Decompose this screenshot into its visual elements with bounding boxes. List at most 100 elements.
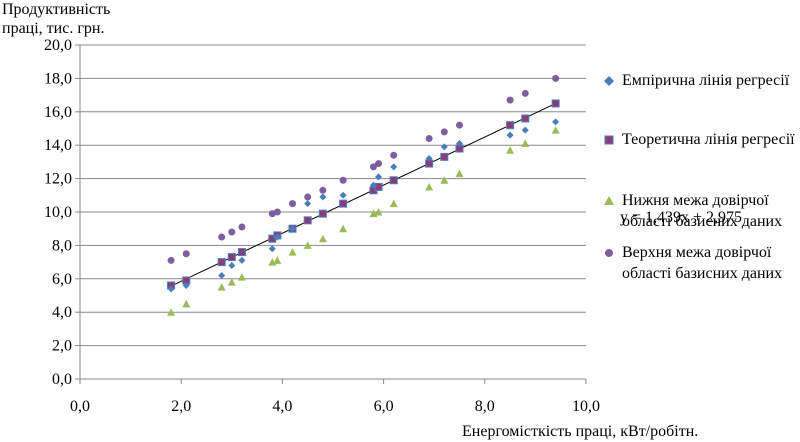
upper-bound-point [167,256,175,264]
lower-bound-point [455,169,464,178]
lower-bound-point [389,199,398,208]
legend-label: Емпірична лінія регресії [622,72,790,89]
legend-item-theoretical: Теоретична лінія регресії [604,129,800,150]
square-marker-icon [604,135,614,145]
theoretical-point [521,114,530,123]
x-axis-title: Енергомісткість праці, кВт/робітн. [462,423,699,440]
upper-bound-point [440,128,448,136]
upper-bound-point [319,186,327,194]
y-tick-label: 0,0 [52,371,72,388]
theoretical-point [339,199,348,208]
empirical-point [390,163,398,171]
axes [75,44,587,384]
empirical-point [228,261,236,269]
data-points [167,74,560,316]
lower-bound-point [182,299,191,308]
y-tick-label: 10,0 [44,204,72,221]
y-tick-label: 18,0 [44,70,72,87]
legend-label: Нижня межа довірчої області базисних дан… [622,192,783,230]
x-tick-label: 10,0 [572,398,600,415]
lower-bound-point [303,241,312,249]
theoretical-point [303,216,312,225]
y-tick-label: 16,0 [44,104,72,121]
legend-item-upper-bound: Верхня межа довірчої області базисних да… [604,242,800,284]
legend-item-empirical: Емпірична лінія регресії [604,70,800,91]
y-axis-title: Продуктивність праці, тис. грн. [2,1,111,37]
lower-bound-point [551,126,560,134]
theoretical-point [551,99,560,108]
theoretical-point [440,152,449,161]
lower-bound-point [273,256,282,264]
upper-bound-point [456,121,463,129]
lower-bound-point [506,146,515,154]
empirical-point [182,281,190,289]
diamond-marker-icon [604,76,614,86]
empirical-point [369,181,377,189]
empirical-point [521,126,529,134]
grid-lines [80,44,586,347]
y-tick-label: 6,0 [52,271,72,288]
upper-bound-point [339,176,347,184]
lower-bound-point [425,182,434,191]
empirical-point [268,245,276,253]
theoretical-point [227,253,236,262]
empirical-point [506,131,514,139]
lower-bound-point [521,139,530,148]
lower-bound-point [237,273,246,281]
empirical-point [273,233,281,241]
upper-bound-point [390,151,398,159]
upper-bound-point [273,208,281,216]
legend-item-lower-bound: Нижня межа довірчої області базисних дан… [604,190,800,232]
legend-label: Теоретична лінія регресії [622,131,795,148]
upper-bound-point [375,160,383,168]
x-tick-label: 6,0 [374,398,394,415]
upper-bound-point [304,193,312,201]
empirical-point [289,225,297,233]
legend-label: Верхня межа довірчої області базисних да… [622,244,783,282]
theoretical-point [318,209,327,218]
empirical-point [456,140,463,148]
lower-bound-point [339,224,348,233]
upper-bound-point [506,96,514,104]
lower-bound-point [374,208,383,216]
theoretical-point [389,176,398,185]
upper-bound-point [238,223,246,231]
x-tick-label: 8,0 [475,398,495,415]
y-tick-label: 4,0 [52,304,72,321]
empirical-point [304,200,312,208]
upper-bound-point [425,135,433,143]
empirical-point [238,256,246,264]
x-tick-label: 0,0 [70,398,90,415]
upper-bound-point [228,228,236,236]
regression-equation: y = 1,439x + 2,975 [620,209,743,226]
y-tick-label: 12,0 [44,171,72,188]
y-tick-label: 20,0 [44,37,72,54]
theoretical-point [237,248,246,257]
circle-marker-icon [605,249,613,257]
lower-bound-point [288,248,297,256]
upper-bound-point [218,233,226,241]
lower-bound-point [217,283,226,291]
lower-bound-point [318,234,327,243]
tick-labels: 0,0 2,0 4,0 6,0 8,0 10,0 12,0 14,0 16,0 18,0 20,0 0… [44,37,600,415]
y-tick-label: 2,0 [52,338,72,355]
lower-bound-point [167,308,176,316]
legend: Емпірична лінія регресії Теоретична ліні… [604,70,800,284]
empirical-point [167,285,175,293]
upper-bound-point [182,250,190,258]
triangle-marker-icon [604,196,614,205]
x-tick-label: 4,0 [272,398,292,415]
upper-bound-point [369,163,377,171]
empirical-point [339,191,347,199]
empirical-point [552,118,560,126]
theoretical-point [217,258,226,267]
theoretical-point [506,121,515,130]
upper-bound-point [521,89,529,97]
y-tick-label: 14,0 [44,137,72,154]
lower-bound-point [227,278,236,286]
upper-bound-point [289,200,297,208]
lower-bound-point [440,176,449,184]
empirical-point [425,155,433,163]
x-tick-label: 2,0 [171,398,191,415]
